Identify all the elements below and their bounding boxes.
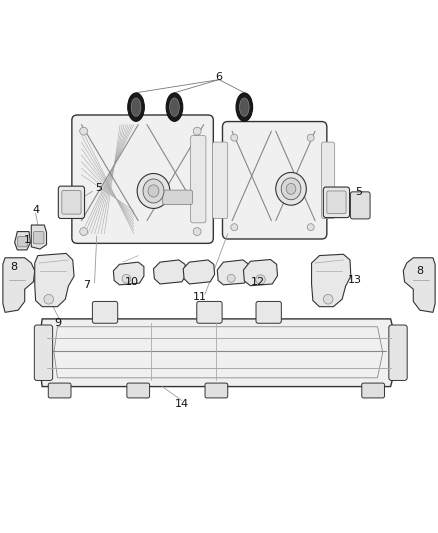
Polygon shape bbox=[311, 254, 351, 306]
Ellipse shape bbox=[128, 93, 145, 122]
FancyBboxPatch shape bbox=[62, 190, 81, 214]
Text: 1: 1 bbox=[23, 235, 30, 245]
FancyBboxPatch shape bbox=[72, 115, 213, 244]
FancyBboxPatch shape bbox=[362, 383, 385, 398]
Ellipse shape bbox=[231, 224, 238, 231]
Polygon shape bbox=[403, 258, 435, 312]
FancyBboxPatch shape bbox=[321, 142, 335, 219]
Ellipse shape bbox=[122, 274, 131, 283]
Polygon shape bbox=[3, 258, 35, 312]
FancyBboxPatch shape bbox=[256, 302, 281, 323]
Ellipse shape bbox=[193, 228, 201, 236]
Polygon shape bbox=[35, 253, 74, 306]
Text: 12: 12 bbox=[251, 277, 265, 287]
Text: 4: 4 bbox=[32, 205, 39, 215]
FancyBboxPatch shape bbox=[323, 187, 350, 217]
FancyBboxPatch shape bbox=[327, 191, 346, 214]
Ellipse shape bbox=[286, 183, 296, 195]
FancyBboxPatch shape bbox=[58, 186, 85, 219]
Ellipse shape bbox=[281, 178, 301, 200]
Text: 6: 6 bbox=[215, 71, 223, 82]
FancyBboxPatch shape bbox=[33, 231, 44, 244]
Polygon shape bbox=[38, 319, 399, 386]
Ellipse shape bbox=[227, 274, 235, 282]
Text: 5: 5 bbox=[355, 187, 362, 197]
Ellipse shape bbox=[131, 98, 141, 116]
Text: 7: 7 bbox=[83, 280, 90, 290]
Ellipse shape bbox=[236, 93, 253, 122]
Text: 10: 10 bbox=[125, 277, 139, 287]
FancyBboxPatch shape bbox=[197, 302, 222, 323]
Text: 13: 13 bbox=[347, 274, 361, 285]
Text: 14: 14 bbox=[175, 399, 189, 409]
FancyBboxPatch shape bbox=[48, 383, 71, 398]
Ellipse shape bbox=[307, 134, 314, 141]
Polygon shape bbox=[244, 260, 278, 286]
FancyBboxPatch shape bbox=[205, 383, 228, 398]
Ellipse shape bbox=[323, 294, 333, 304]
Polygon shape bbox=[183, 260, 215, 284]
Ellipse shape bbox=[276, 173, 306, 205]
Ellipse shape bbox=[143, 179, 164, 203]
FancyBboxPatch shape bbox=[162, 190, 192, 205]
FancyBboxPatch shape bbox=[389, 325, 407, 381]
Ellipse shape bbox=[231, 134, 238, 141]
Ellipse shape bbox=[80, 228, 88, 236]
Ellipse shape bbox=[80, 127, 88, 135]
Polygon shape bbox=[113, 262, 144, 285]
Ellipse shape bbox=[256, 275, 265, 285]
Polygon shape bbox=[14, 231, 30, 250]
FancyBboxPatch shape bbox=[18, 236, 27, 247]
Ellipse shape bbox=[307, 224, 314, 231]
FancyBboxPatch shape bbox=[127, 383, 150, 398]
Text: 8: 8 bbox=[416, 266, 424, 276]
FancyBboxPatch shape bbox=[212, 142, 228, 219]
Ellipse shape bbox=[137, 174, 170, 208]
Ellipse shape bbox=[193, 127, 201, 135]
Polygon shape bbox=[31, 225, 46, 249]
Ellipse shape bbox=[148, 185, 159, 197]
FancyBboxPatch shape bbox=[191, 135, 206, 223]
Ellipse shape bbox=[44, 294, 53, 304]
FancyBboxPatch shape bbox=[34, 325, 53, 381]
Text: 5: 5 bbox=[95, 183, 102, 193]
Text: 8: 8 bbox=[10, 262, 18, 271]
Ellipse shape bbox=[240, 98, 249, 116]
Text: 11: 11 bbox=[192, 292, 206, 302]
Polygon shape bbox=[217, 260, 250, 285]
FancyBboxPatch shape bbox=[350, 192, 370, 219]
FancyBboxPatch shape bbox=[223, 122, 327, 239]
Ellipse shape bbox=[166, 93, 183, 122]
Ellipse shape bbox=[170, 98, 179, 116]
FancyBboxPatch shape bbox=[92, 302, 118, 323]
Polygon shape bbox=[153, 260, 186, 284]
Text: 9: 9 bbox=[54, 318, 61, 328]
